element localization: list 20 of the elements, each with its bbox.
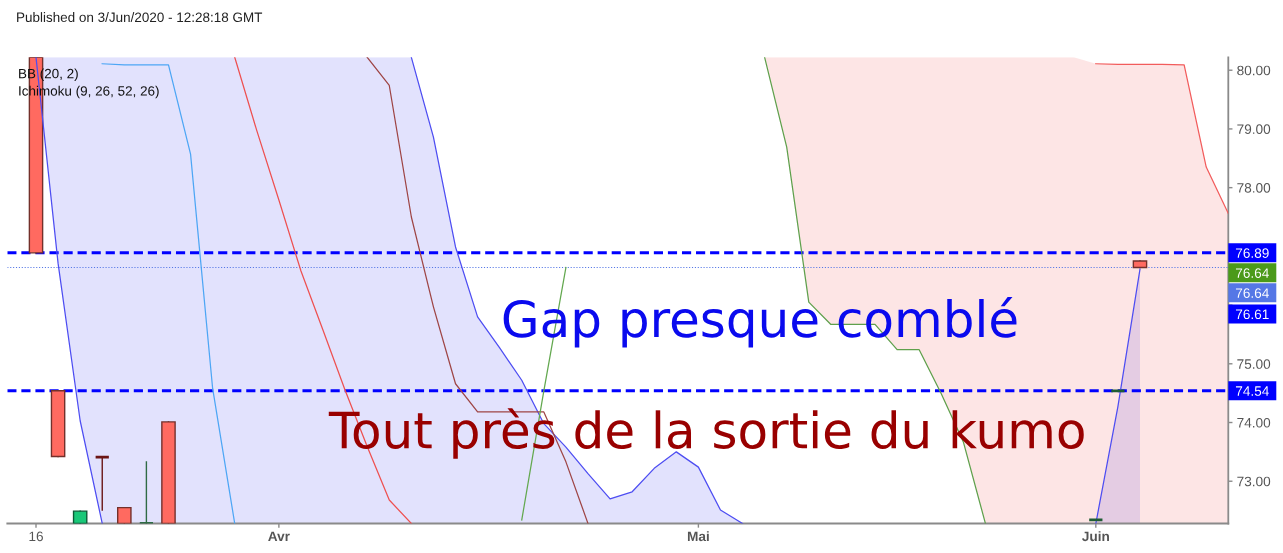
y-tick-label: 73.00 bbox=[1237, 476, 1271, 487]
x-tick-label: Mai bbox=[687, 531, 709, 542]
y-tick-label: 80.00 bbox=[1237, 65, 1271, 76]
annotation: Gap presque comblé bbox=[503, 297, 1017, 348]
text: 76.61 bbox=[1235, 309, 1269, 320]
annotation: Tout près de la sortie du kumo bbox=[328, 408, 1084, 459]
text: 76.64 bbox=[1235, 268, 1269, 278]
x-tick-label: Avr bbox=[268, 531, 290, 541]
ref-line-label: 74.54 bbox=[1235, 386, 1269, 396]
y-tick-label: 75.00 bbox=[1237, 359, 1271, 369]
y-tick-label: 74.00 bbox=[1237, 417, 1271, 428]
y-tick-label: 79.00 bbox=[1237, 124, 1271, 134]
ref-line-label: 76.89 bbox=[1235, 248, 1269, 258]
candlestick bbox=[94, 455, 111, 511]
text: Published on 3/Jun/2020 - 12:28:18 GMT bbox=[17, 12, 263, 23]
x-tick-label: 16 bbox=[29, 531, 43, 542]
x-tick-label: Juin bbox=[1082, 531, 1109, 542]
line-series bbox=[1095, 63, 1229, 215]
ref-line-label: 76.64 bbox=[1235, 288, 1269, 298]
y-tick-label: 78.00 bbox=[1237, 183, 1271, 193]
